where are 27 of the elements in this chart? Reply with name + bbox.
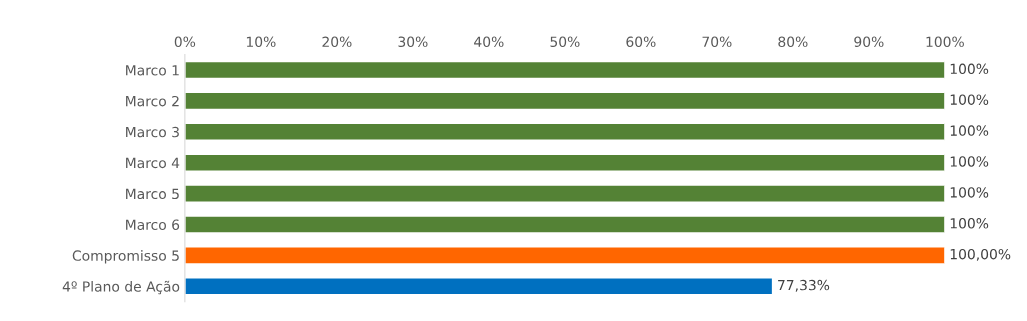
- y-tick-label: Marco 2: [126, 95, 179, 107]
- y-tick-label: Marco 5: [126, 188, 179, 200]
- y-tick-label: Marco 4: [126, 157, 180, 169]
- x-tick-label: 30%: [398, 36, 428, 48]
- data-label: 100%: [950, 187, 989, 198]
- data-label: 100%: [950, 63, 989, 75]
- data-label: 100%: [950, 156, 989, 167]
- data-label: 100,00%: [950, 248, 1011, 261]
- x-tick-label: 20%: [322, 36, 352, 48]
- y-tick-label: Marco 1: [126, 65, 179, 76]
- y-tick-label: 4º Plano de Ação: [62, 280, 180, 295]
- x-tick-label: 90%: [854, 36, 884, 48]
- x-tick-label: 80%: [778, 36, 808, 48]
- y-tick-label: Compromisso 5: [72, 250, 179, 264]
- y-tick-label: Marco 3: [126, 126, 179, 138]
- x-tick-label: 70%: [702, 36, 732, 48]
- x-tick-label: 10%: [246, 36, 276, 48]
- x-tick-label: 40%: [474, 36, 504, 48]
- x-tick-label: 100%: [926, 36, 964, 48]
- data-label: 100%: [950, 94, 989, 105]
- data-label: 100%: [950, 125, 989, 136]
- data-label: 100%: [950, 218, 989, 229]
- data-label: 77,33%: [778, 279, 830, 292]
- x-tick-label: 0%: [174, 36, 196, 48]
- x-tick-label: 50%: [550, 36, 580, 48]
- y-tick-label: Marco 6: [126, 219, 180, 230]
- x-tick-label: 60%: [626, 36, 656, 48]
